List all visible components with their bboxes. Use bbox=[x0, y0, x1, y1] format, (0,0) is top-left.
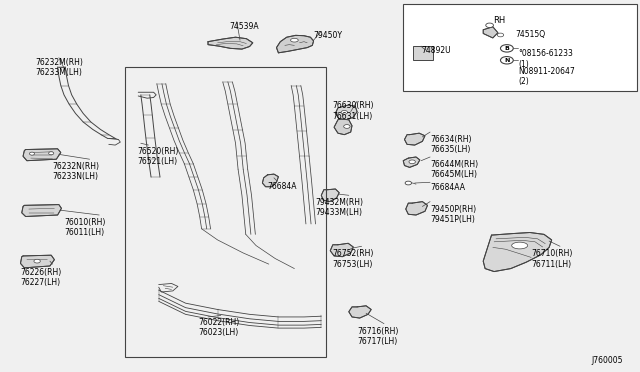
Text: 76232N(RH)
76233N(LH): 76232N(RH) 76233N(LH) bbox=[52, 162, 99, 181]
Text: 76684AA: 76684AA bbox=[430, 183, 465, 192]
Text: 76630(RH)
76631(LH): 76630(RH) 76631(LH) bbox=[333, 101, 374, 121]
Text: 76232M(RH)
76233M(LH): 76232M(RH) 76233M(LH) bbox=[35, 58, 83, 77]
Circle shape bbox=[49, 152, 54, 155]
Polygon shape bbox=[22, 205, 61, 217]
Text: 76644M(RH)
76645M(LH): 76644M(RH) 76645M(LH) bbox=[430, 160, 478, 179]
Circle shape bbox=[497, 33, 504, 37]
Circle shape bbox=[341, 110, 348, 114]
Text: 79450Y: 79450Y bbox=[314, 31, 342, 40]
Text: 76022(RH)
76023(LH): 76022(RH) 76023(LH) bbox=[198, 318, 239, 337]
Polygon shape bbox=[349, 306, 371, 318]
Text: RH: RH bbox=[493, 16, 505, 25]
Text: 76752(RH)
76753(LH): 76752(RH) 76753(LH) bbox=[333, 249, 374, 269]
Polygon shape bbox=[321, 189, 339, 202]
Circle shape bbox=[500, 57, 513, 64]
Text: 79432M(RH)
79433M(LH): 79432M(RH) 79433M(LH) bbox=[315, 198, 363, 217]
Ellipse shape bbox=[512, 242, 528, 249]
Circle shape bbox=[344, 125, 350, 128]
Polygon shape bbox=[406, 202, 428, 215]
Circle shape bbox=[409, 160, 415, 164]
Polygon shape bbox=[208, 37, 253, 49]
Bar bbox=[413, 46, 433, 60]
Polygon shape bbox=[483, 27, 498, 38]
Polygon shape bbox=[334, 119, 352, 135]
Circle shape bbox=[486, 23, 493, 28]
Circle shape bbox=[29, 152, 35, 155]
Text: °08156-61233
(1): °08156-61233 (1) bbox=[518, 49, 573, 68]
Text: 76520(RH)
76521(LH): 76520(RH) 76521(LH) bbox=[138, 147, 179, 166]
Polygon shape bbox=[20, 255, 54, 268]
Text: 76710(RH)
76711(LH): 76710(RH) 76711(LH) bbox=[531, 249, 573, 269]
Text: 76684A: 76684A bbox=[268, 182, 297, 191]
Text: 74892U: 74892U bbox=[421, 46, 451, 55]
Polygon shape bbox=[330, 243, 353, 257]
Text: N08911-20647
(2): N08911-20647 (2) bbox=[518, 67, 575, 86]
Ellipse shape bbox=[291, 38, 298, 42]
Polygon shape bbox=[276, 35, 314, 53]
Text: 76226(RH)
76227(LH): 76226(RH) 76227(LH) bbox=[20, 268, 61, 287]
Polygon shape bbox=[483, 232, 552, 272]
Text: 76010(RH)
76011(LH): 76010(RH) 76011(LH) bbox=[64, 218, 106, 237]
Circle shape bbox=[34, 259, 40, 263]
Bar bbox=[403, 4, 637, 91]
Text: J760005: J760005 bbox=[592, 356, 623, 365]
Text: 74515Q: 74515Q bbox=[515, 30, 545, 39]
Text: B: B bbox=[504, 46, 509, 51]
Polygon shape bbox=[404, 133, 425, 145]
Bar bbox=[125, 67, 326, 357]
Circle shape bbox=[405, 181, 412, 185]
Polygon shape bbox=[335, 105, 357, 120]
Polygon shape bbox=[403, 157, 420, 167]
Polygon shape bbox=[262, 174, 278, 187]
Text: 76634(RH)
76635(LH): 76634(RH) 76635(LH) bbox=[430, 135, 472, 154]
Text: 79450P(RH)
79451P(LH): 79450P(RH) 79451P(LH) bbox=[430, 205, 476, 224]
Circle shape bbox=[500, 45, 513, 52]
Polygon shape bbox=[23, 149, 61, 161]
Text: N: N bbox=[504, 58, 509, 63]
Text: 74539A: 74539A bbox=[229, 22, 259, 31]
Text: 76716(RH)
76717(LH): 76716(RH) 76717(LH) bbox=[357, 327, 399, 346]
